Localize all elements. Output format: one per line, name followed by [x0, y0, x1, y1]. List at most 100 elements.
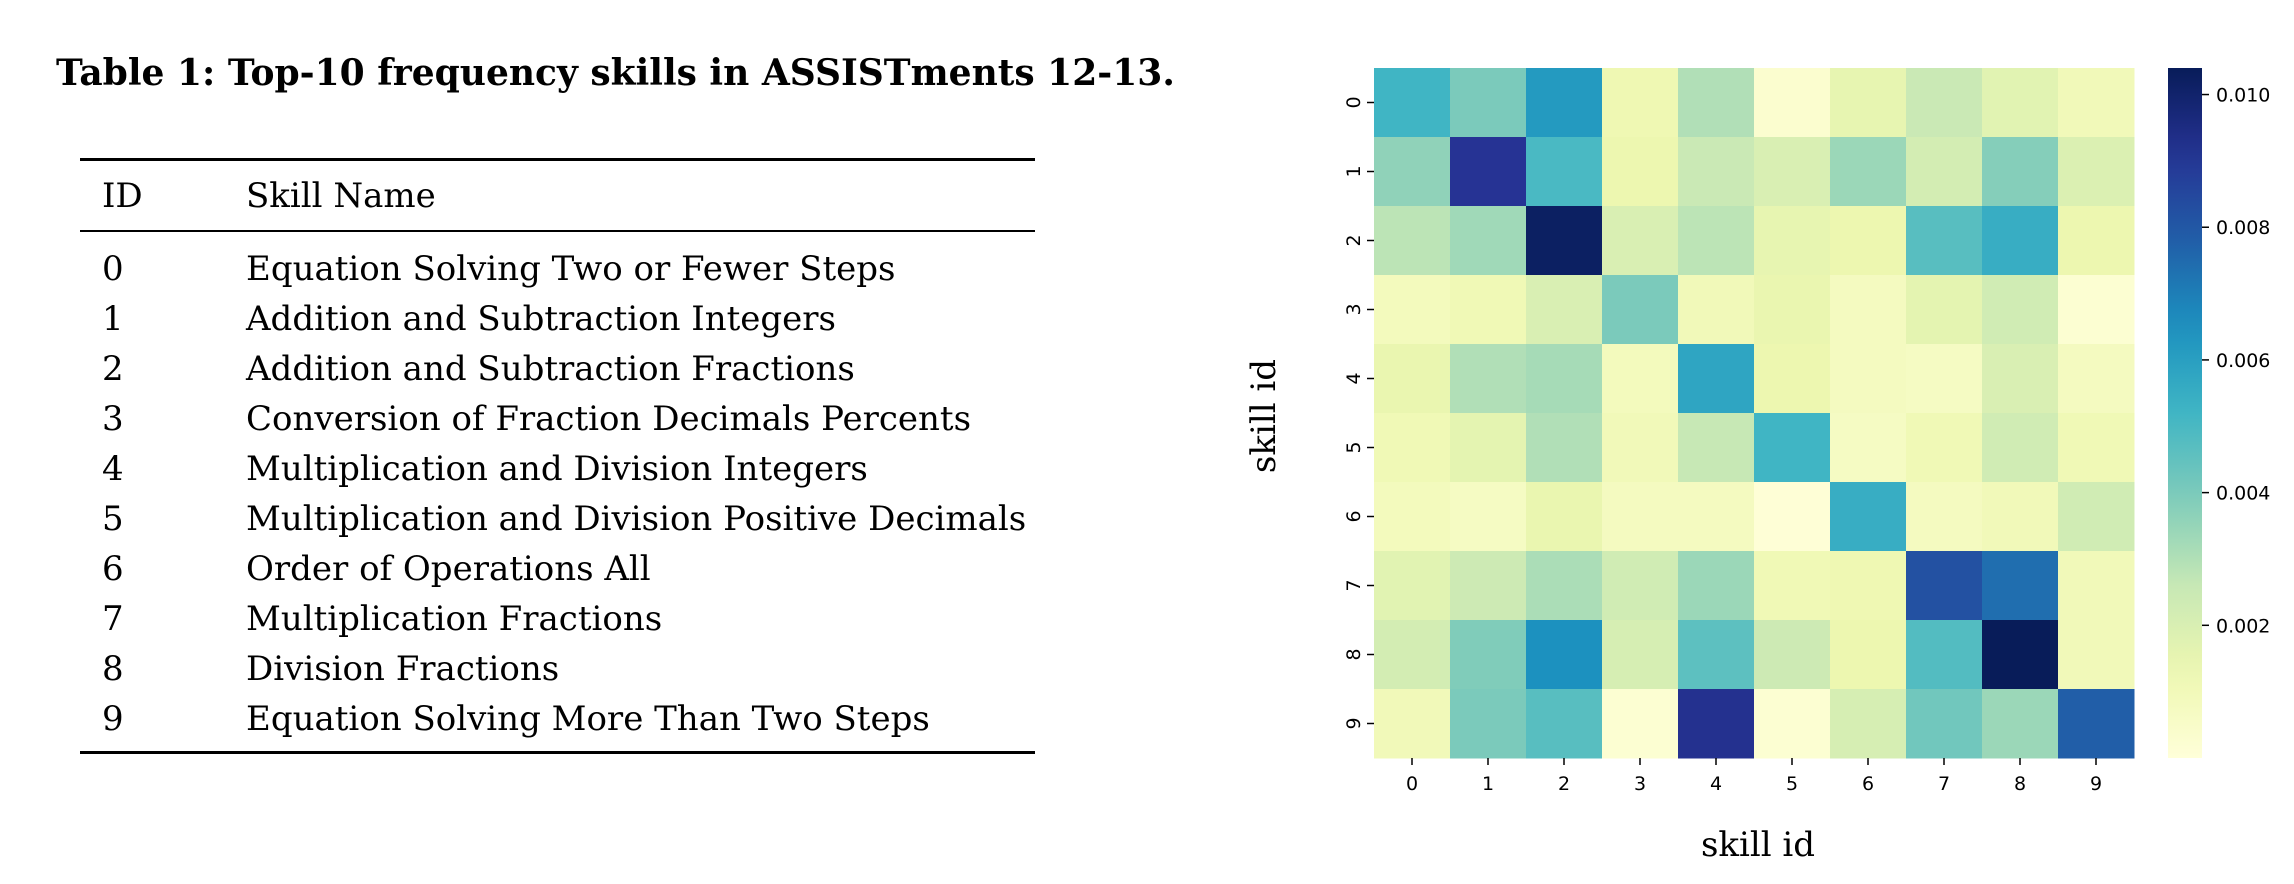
heatmap-cell — [1374, 275, 1451, 345]
heatmap-cell — [1526, 68, 1603, 138]
heatmap-cell — [1830, 344, 1907, 414]
table-caption: Table 1: Top-10 frequency skills in ASSI… — [56, 52, 1175, 94]
heatmap-cell — [1982, 68, 2059, 138]
heatmap-cell — [2058, 413, 2135, 483]
heatmap-cell — [1982, 620, 2059, 690]
heatmap-cell — [1754, 206, 1831, 276]
heatmap-cell — [1982, 137, 2059, 207]
colorbar — [2168, 68, 2202, 758]
x-tick-label: 3 — [1634, 773, 1646, 795]
heatmap-cell — [1678, 689, 1755, 759]
heatmap-cell — [1602, 551, 1679, 621]
x-tick-label: 9 — [2090, 773, 2102, 795]
x-tick-label: 5 — [1786, 773, 1798, 795]
table-top-rule — [80, 158, 1035, 161]
heatmap-cell — [1526, 344, 1603, 414]
heatmap-cell — [1374, 137, 1451, 207]
x-tick-label: 7 — [1938, 773, 1950, 795]
y-tick-label: 9 — [1343, 717, 1365, 729]
heatmap-cell — [1982, 275, 2059, 345]
heatmap-cell — [1678, 275, 1755, 345]
heatmap-cell — [1906, 551, 1983, 621]
heatmap-cell — [1754, 413, 1831, 483]
heatmap-cell — [1678, 482, 1755, 552]
table-row-id: 1 — [102, 299, 124, 339]
heatmap-cell — [1754, 689, 1831, 759]
heatmap-cell — [1374, 551, 1451, 621]
table-row-name: Multiplication Fractions — [246, 599, 663, 639]
heatmap-cell — [1450, 551, 1527, 621]
heatmap-cell — [1830, 206, 1907, 276]
heatmap-cell — [1678, 137, 1755, 207]
table-row-id: 9 — [102, 699, 124, 739]
table-row-id: 0 — [102, 249, 124, 289]
heatmap-cell — [1906, 68, 1983, 138]
heatmap-x-ticks: 0 1 2 3 4 5 6 7 8 9 — [1406, 758, 2102, 795]
table-bottom-rule — [80, 751, 1035, 754]
heatmap-cell — [1450, 689, 1527, 759]
heatmap-cell — [1526, 137, 1603, 207]
heatmap-cell — [2058, 68, 2135, 138]
colorbar-ticks: 0.002 0.004 0.006 0.008 0.010 — [2202, 85, 2270, 637]
heatmap-cell — [1982, 551, 2059, 621]
heatmap-cell — [1982, 206, 2059, 276]
heatmap-cell — [1374, 482, 1451, 552]
heatmap-cell — [1830, 68, 1907, 138]
y-tick-label: 8 — [1343, 648, 1365, 660]
y-tick-label: 1 — [1343, 165, 1365, 177]
table-row-id: 8 — [102, 649, 124, 689]
heatmap-cell — [1526, 551, 1603, 621]
x-tick-label: 8 — [2014, 773, 2026, 795]
heatmap-cell — [1526, 206, 1603, 276]
x-tick-label: 0 — [1406, 773, 1418, 795]
header-skill-name: Skill Name — [246, 176, 436, 216]
heatmap-cell — [1906, 620, 1983, 690]
heatmap-cell — [1374, 344, 1451, 414]
heatmap-cell — [1830, 482, 1907, 552]
heatmap-cell — [1602, 68, 1679, 138]
heatmap-cell — [2058, 689, 2135, 759]
heatmap-cell — [1830, 620, 1907, 690]
heatmap-cell — [1754, 344, 1831, 414]
x-tick-label: 2 — [1558, 773, 1570, 795]
heatmap-cell — [1602, 482, 1679, 552]
heatmap-cell — [1450, 413, 1527, 483]
table-row-name: Order of Operations All — [246, 549, 651, 589]
heatmap-cell — [1982, 689, 2059, 759]
heatmap-cell — [1906, 344, 1983, 414]
table-row-name: Multiplication and Division Integers — [246, 449, 868, 489]
heatmap-cell — [1526, 620, 1603, 690]
heatmap-cell — [1906, 137, 1983, 207]
colorbar-tick-label: 0.010 — [2216, 85, 2270, 107]
heatmap-cells — [1374, 68, 2135, 759]
heatmap-cell — [1982, 482, 2059, 552]
y-tick-label: 6 — [1343, 510, 1365, 522]
heatmap-cell — [1754, 482, 1831, 552]
heatmap-cell — [1754, 551, 1831, 621]
table-row-id: 4 — [102, 449, 124, 489]
heatmap-cell — [1602, 275, 1679, 345]
heatmap-cell — [1906, 482, 1983, 552]
heatmap-cell — [1830, 137, 1907, 207]
table-row-id: 6 — [102, 549, 124, 589]
colorbar-tick-label: 0.002 — [2216, 615, 2270, 637]
heatmap-cell — [1754, 137, 1831, 207]
heatmap-cell — [1602, 344, 1679, 414]
table-header-rule — [80, 230, 1035, 232]
heatmap-cell — [1602, 413, 1679, 483]
heatmap-cell — [1906, 413, 1983, 483]
heatmap-cell — [1906, 206, 1983, 276]
heatmap-cell — [1906, 689, 1983, 759]
heatmap-cell — [1906, 275, 1983, 345]
table-row-name: Conversion of Fraction Decimals Percents — [246, 399, 972, 439]
y-tick-label: 3 — [1343, 303, 1365, 315]
heatmap-cell — [1754, 68, 1831, 138]
heatmap-cell — [2058, 344, 2135, 414]
heatmap-cell — [1830, 413, 1907, 483]
table-row-id: 5 — [102, 499, 124, 539]
table-row-id: 2 — [102, 349, 124, 389]
heatmap-cell — [1526, 275, 1603, 345]
heatmap-cell — [1982, 344, 2059, 414]
heatmap-cell — [1450, 275, 1527, 345]
